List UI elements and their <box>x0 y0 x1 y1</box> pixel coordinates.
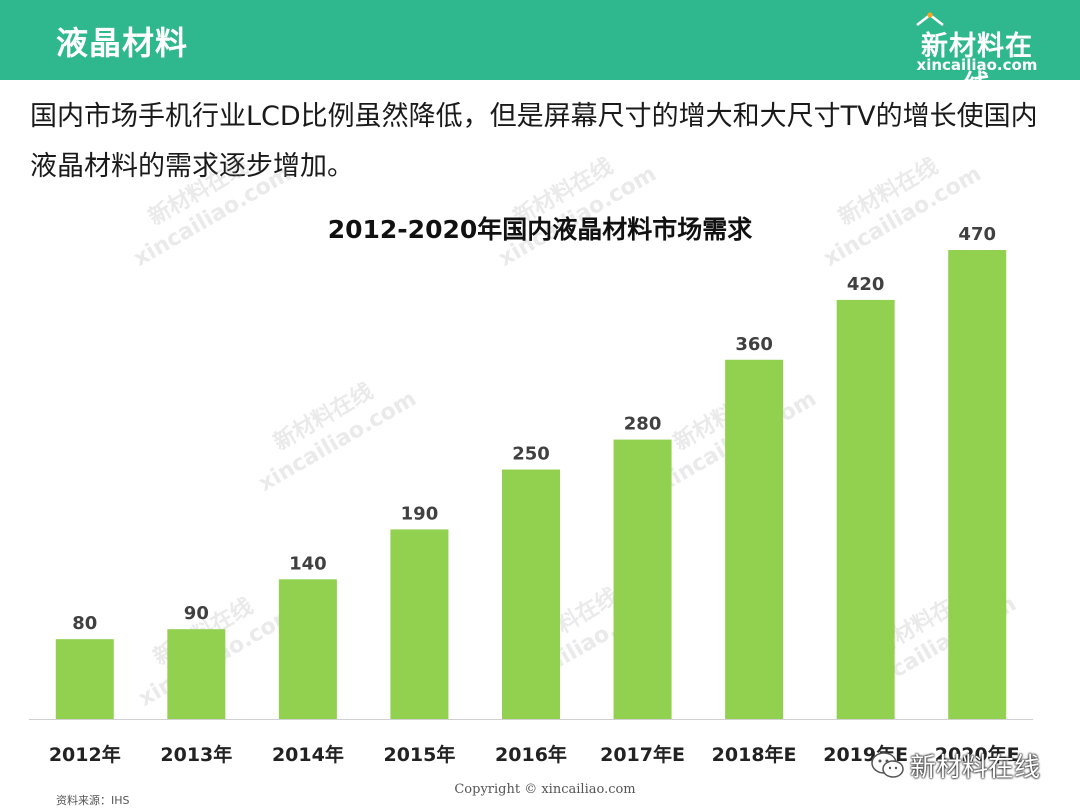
data-label: 80 <box>72 613 97 634</box>
wechat-account-name: 新材料在线 <box>910 753 1041 783</box>
x-tick-label: 2015年 <box>383 743 455 766</box>
intro-text: 国内市场手机行业LCD比例虽然降低，但是屏幕尺寸的增大和大尺寸TV的增长使国内液… <box>30 101 1038 182</box>
bar <box>167 629 226 719</box>
data-label: 280 <box>624 414 662 435</box>
bar <box>502 469 560 719</box>
source-note: 资料来源：IHS <box>56 794 130 807</box>
bar <box>836 299 895 719</box>
x-tick-label: 2017年E <box>600 743 685 766</box>
x-tick-label: 2018年E <box>712 743 797 766</box>
wechat-account-badge: 新材料在线 <box>870 745 1070 785</box>
data-label: 360 <box>735 334 773 355</box>
data-label: 90 <box>184 603 209 624</box>
data-label: 190 <box>401 503 439 524</box>
bar <box>613 439 672 719</box>
bar <box>390 529 449 719</box>
data-label: 250 <box>512 444 550 465</box>
wechat-icon <box>871 752 904 778</box>
logo-domain: xincailiao.com <box>916 56 1038 74</box>
copyright-note: Copyright © xincailiao.com <box>454 782 636 797</box>
x-tick-label: 2012年 <box>49 743 121 766</box>
bar <box>725 359 784 719</box>
bar <box>948 250 1007 719</box>
page-title: 液晶材料 <box>56 24 189 62</box>
brand-logo[interactable]: 新材料在线 xincailiao.com <box>912 12 1042 101</box>
x-tick-label: 2020年E <box>935 743 1020 766</box>
chart-title: 2012-2020年国内液晶材料市场需求 <box>327 215 753 244</box>
header-bar: 液晶材料 新材料在线 xincailiao.com <box>0 0 1080 101</box>
data-label: 420 <box>847 274 885 295</box>
data-label: 470 <box>958 224 996 245</box>
x-tick-label: 2014年 <box>272 743 344 766</box>
x-tick-label: 2013年 <box>160 743 232 766</box>
bar <box>278 579 337 719</box>
data-label: 140 <box>289 553 327 574</box>
house-roof-icon <box>916 12 944 26</box>
logo-name: 新材料在线 <box>921 31 1033 101</box>
bar <box>55 639 114 719</box>
x-tick-label: 2016年 <box>495 743 567 766</box>
